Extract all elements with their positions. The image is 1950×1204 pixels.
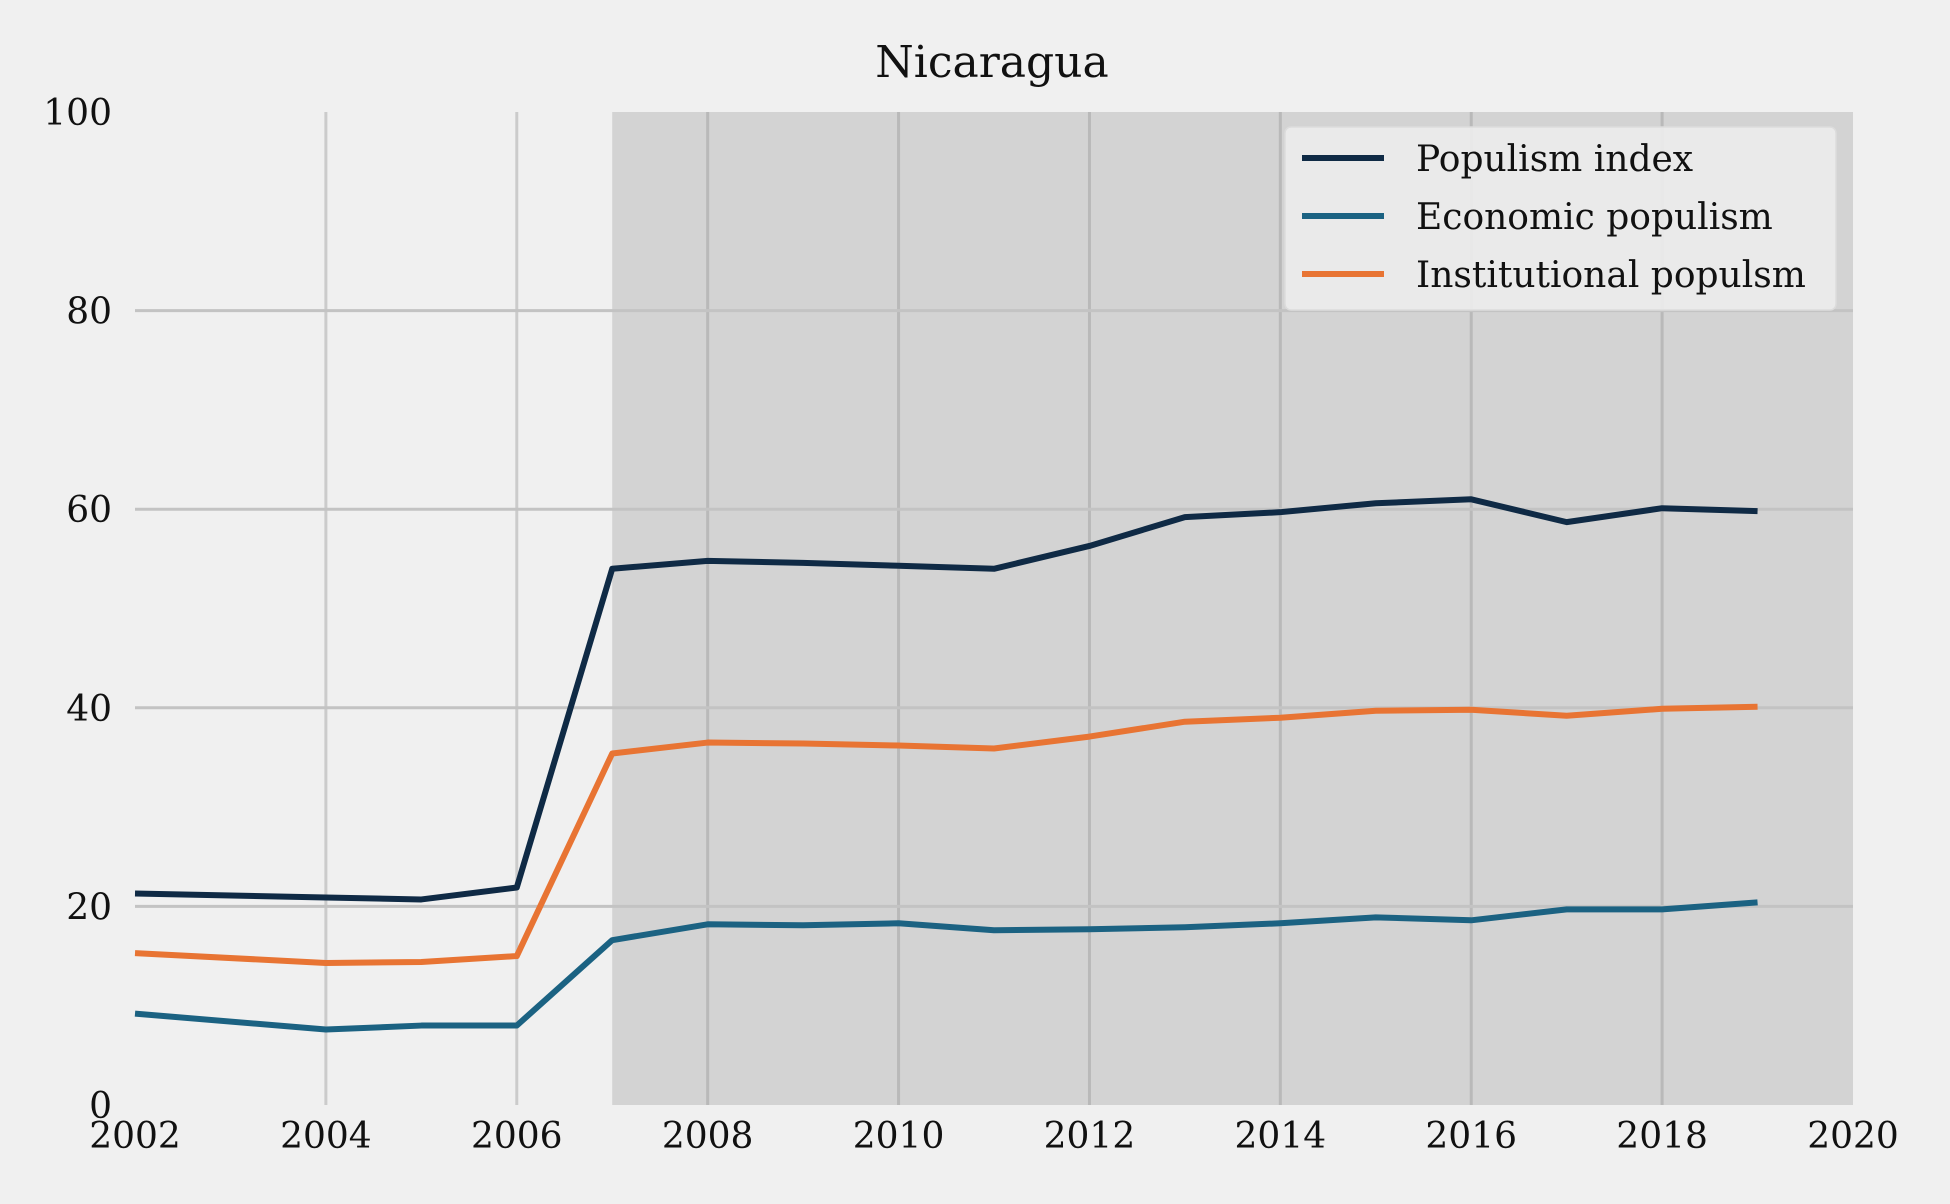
x-tick-label: 2010 [853, 1116, 945, 1157]
x-tick-label: 2002 [89, 1116, 181, 1157]
x-tick-label: 2014 [1235, 1116, 1327, 1157]
x-tick-label: 2012 [1044, 1116, 1136, 1157]
x-axis: 2002 2004 2006 2008 2010 2012 2014 2016 2018 2020 [89, 1116, 1899, 1157]
series-line [134, 899, 1758, 1033]
y-axis: 0 20 40 60 80 100 [43, 93, 112, 1127]
y-tick-label: 20 [66, 887, 112, 928]
x-tick-label: 2018 [1616, 1116, 1708, 1157]
legend: Populism index Economic populism Instituti… [1284, 126, 1837, 311]
x-tick-label: 2008 [662, 1116, 754, 1157]
y-tick-label: 80 [66, 292, 112, 333]
x-tick-label: 2020 [1807, 1116, 1899, 1157]
legend-label: Economic populism [1416, 197, 1773, 238]
series-line [134, 496, 1758, 903]
x-tick-label: 2006 [471, 1116, 563, 1157]
y-tick-label: 0 [89, 1086, 112, 1127]
x-tick-label: 2004 [280, 1116, 372, 1157]
series-line [134, 703, 1758, 967]
series-layer [134, 496, 1758, 1033]
chart-title: Nicaragua [875, 37, 1108, 88]
y-tick-label: 40 [66, 689, 112, 730]
x-tick-label: 2016 [1425, 1116, 1517, 1157]
legend-box [1284, 126, 1837, 311]
legend-label: Populism index [1416, 139, 1693, 180]
y-tick-label: 60 [66, 490, 112, 531]
y-tick-label: 100 [43, 93, 112, 134]
legend-label: Institutional populsm [1416, 255, 1806, 296]
